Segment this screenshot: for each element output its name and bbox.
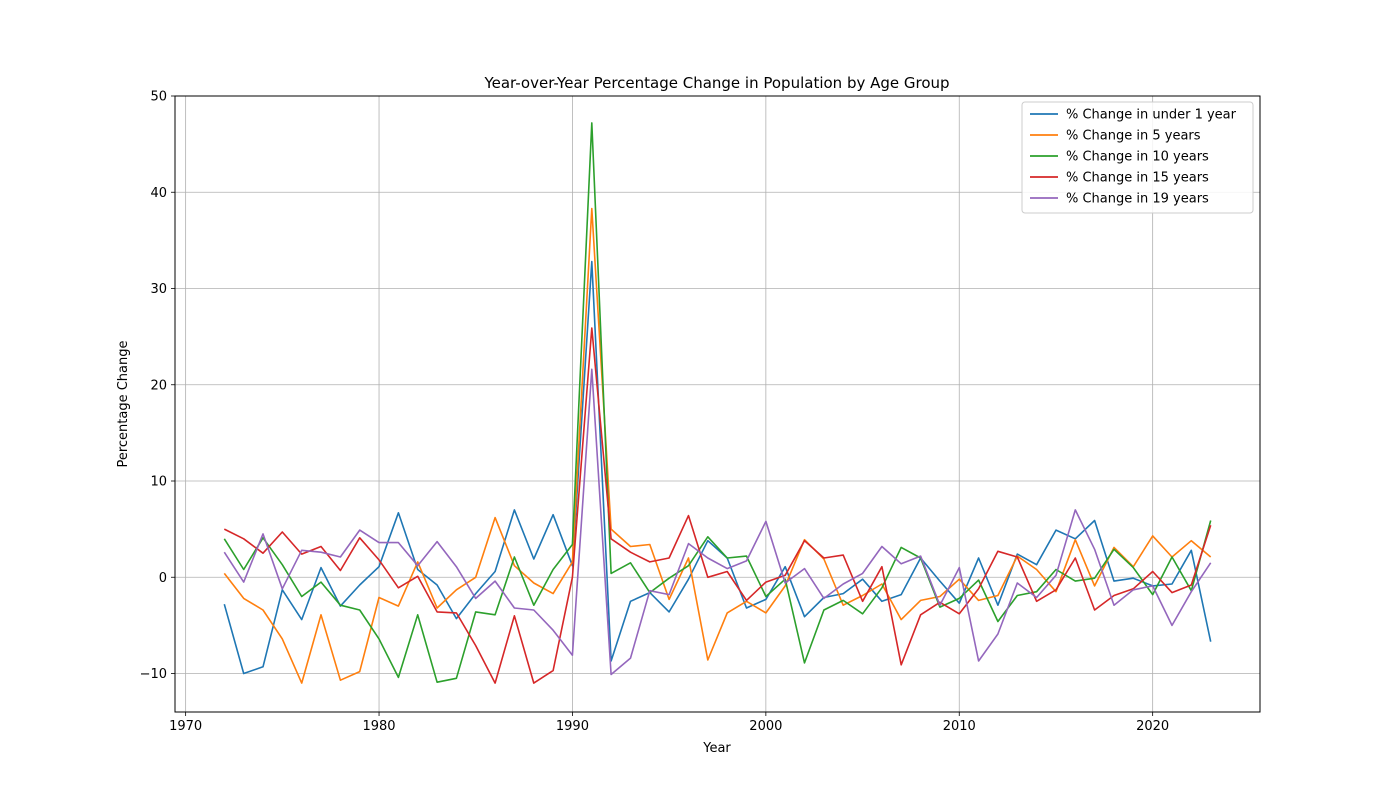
chart-title: Year-over-Year Percentage Change in Popu… — [483, 74, 949, 92]
y-tick-label: −10 — [140, 667, 167, 682]
y-tick-label: 0 — [159, 571, 167, 586]
y-tick-label: 10 — [150, 475, 167, 490]
x-tick-label: 1970 — [169, 719, 202, 734]
series-line-5 — [223, 368, 1212, 676]
y-tick-label: 50 — [150, 90, 167, 105]
x-tick-label: 1990 — [556, 719, 589, 734]
series-line-4 — [223, 327, 1212, 684]
x-tick-label: 2010 — [943, 719, 976, 734]
y-tick-label: 30 — [150, 282, 167, 297]
grid — [175, 95, 1260, 712]
legend-label: % Change in under 1 year — [1066, 108, 1237, 123]
y-axis-label: Percentage Change — [116, 340, 131, 467]
x-tick-label: 1980 — [362, 719, 395, 734]
legend-label: % Change in 15 years — [1066, 171, 1209, 186]
legend: % Change in under 1 year % Change in 5 ye… — [1021, 101, 1254, 214]
x-tick-label: 2000 — [749, 719, 782, 734]
x-tick-label: 2020 — [1136, 719, 1169, 734]
y-tick-label: 20 — [150, 378, 167, 393]
x-axis: 1970 1980 1990 2000 2010 2020 — [169, 712, 1169, 734]
legend-label: % Change in 10 years — [1066, 150, 1209, 165]
legend-label: % Change in 5 years — [1066, 129, 1201, 144]
series-line-1 — [223, 260, 1212, 675]
x-axis-label: Year — [702, 741, 731, 756]
y-tick-label: 40 — [150, 186, 167, 201]
legend-label: % Change in 19 years — [1066, 192, 1209, 207]
series-line-3 — [223, 122, 1212, 684]
legend-frame — [1021, 101, 1254, 214]
plot-frame — [174, 95, 1261, 713]
y-axis: −10 0 10 20 30 40 50 — [140, 90, 175, 682]
series-lines — [223, 122, 1212, 684]
